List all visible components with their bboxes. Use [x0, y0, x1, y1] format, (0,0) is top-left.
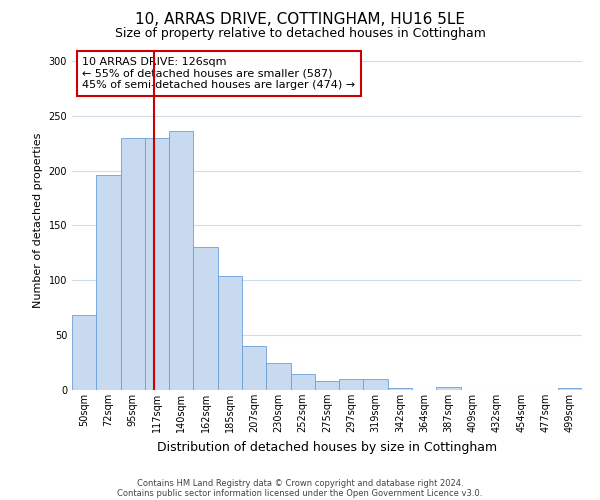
X-axis label: Distribution of detached houses by size in Cottingham: Distribution of detached houses by size …: [157, 440, 497, 454]
Text: Contains public sector information licensed under the Open Government Licence v3: Contains public sector information licen…: [118, 488, 482, 498]
Bar: [242, 346, 266, 390]
Bar: [193, 248, 218, 390]
Bar: [266, 362, 290, 390]
Text: 10, ARRAS DRIVE, COTTINGHAM, HU16 5LE: 10, ARRAS DRIVE, COTTINGHAM, HU16 5LE: [135, 12, 465, 28]
Bar: [315, 381, 339, 390]
Bar: [121, 138, 145, 390]
Bar: [290, 374, 315, 390]
Bar: [169, 131, 193, 390]
Bar: [364, 379, 388, 390]
Bar: [218, 276, 242, 390]
Bar: [339, 379, 364, 390]
Bar: [72, 316, 96, 390]
Bar: [145, 138, 169, 390]
Text: Contains HM Land Registry data © Crown copyright and database right 2024.: Contains HM Land Registry data © Crown c…: [137, 478, 463, 488]
Bar: [436, 386, 461, 390]
Text: 10 ARRAS DRIVE: 126sqm
← 55% of detached houses are smaller (587)
45% of semi-de: 10 ARRAS DRIVE: 126sqm ← 55% of detached…: [82, 57, 355, 90]
Bar: [96, 175, 121, 390]
Bar: [558, 388, 582, 390]
Bar: [388, 388, 412, 390]
Y-axis label: Number of detached properties: Number of detached properties: [33, 132, 43, 308]
Text: Size of property relative to detached houses in Cottingham: Size of property relative to detached ho…: [115, 28, 485, 40]
